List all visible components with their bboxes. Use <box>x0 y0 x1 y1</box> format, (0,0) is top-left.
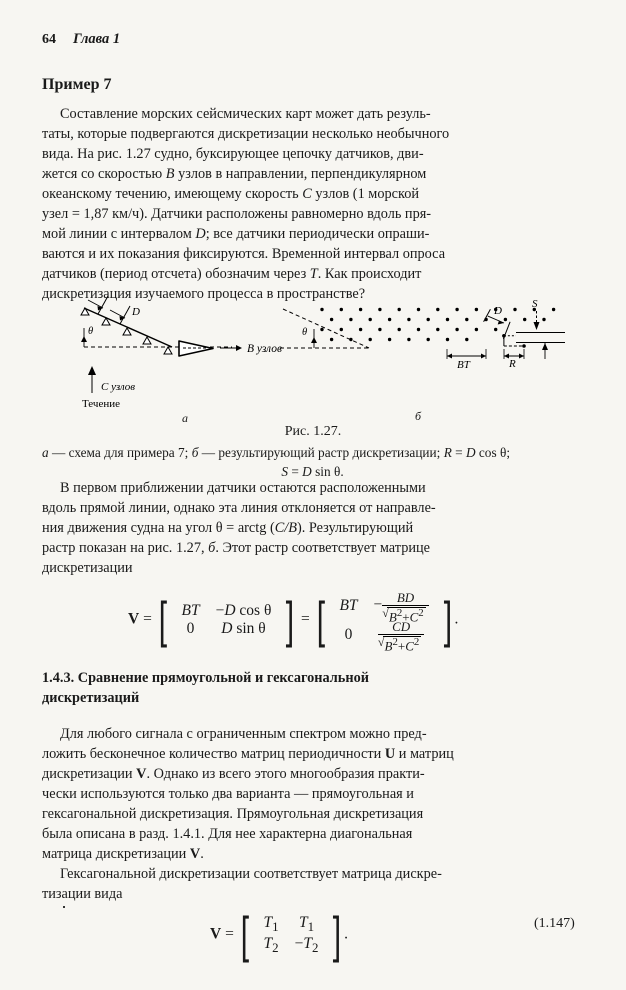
svg-text:θ: θ <box>88 326 93 337</box>
svg-text:B узлов: B узлов <box>247 343 282 355</box>
svg-text:θ: θ <box>302 327 307 338</box>
svg-text:Течение: Течение <box>82 398 120 410</box>
svg-text:D: D <box>131 306 140 318</box>
svg-text:S: S <box>532 298 538 310</box>
svg-text:BT: BT <box>457 359 471 371</box>
svg-text:D: D <box>493 305 502 317</box>
svg-text:R: R <box>508 358 516 370</box>
svg-text:С узлов: С узлов <box>101 381 135 393</box>
